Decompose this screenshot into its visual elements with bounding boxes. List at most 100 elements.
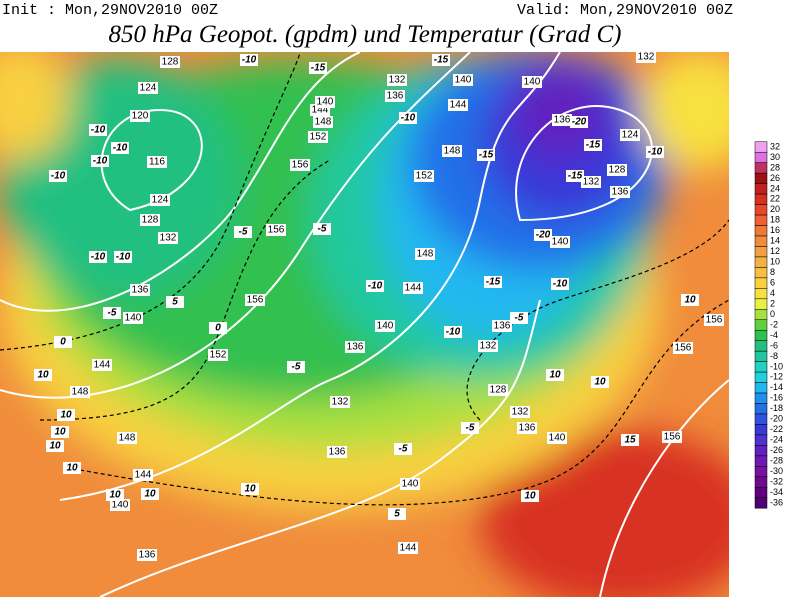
label-box	[510, 312, 528, 324]
geopotential-label: 156	[292, 160, 309, 171]
colorbar-label: 8	[770, 267, 775, 277]
temperature-label: -10	[553, 279, 568, 290]
geopotential-label: 140	[125, 313, 142, 324]
label-box	[400, 478, 420, 490]
label-box	[150, 194, 170, 206]
label-box	[521, 490, 539, 502]
temperature-label: -5	[239, 227, 248, 238]
temperature-label: -15	[586, 140, 601, 151]
colorbar-segment	[754, 497, 768, 509]
colorbar-segment	[754, 183, 768, 195]
label-box	[140, 214, 160, 226]
colorbar-segment	[754, 403, 768, 415]
label-box	[54, 336, 72, 348]
label-box	[133, 469, 153, 481]
label-box	[91, 155, 109, 167]
colorbar-label: -4	[770, 330, 778, 340]
geopotential-label: 120	[132, 111, 149, 122]
colorbar-segment	[754, 256, 768, 268]
temperature-label: -15	[479, 150, 494, 161]
label-box	[92, 359, 112, 371]
colorbar-label: -16	[770, 393, 783, 403]
colorbar-segment	[754, 434, 768, 446]
label-box	[444, 326, 462, 338]
label-box	[636, 51, 656, 63]
label-box	[106, 489, 124, 501]
temperature-label: 10	[524, 491, 536, 502]
label-box	[209, 322, 227, 334]
label-box	[551, 278, 569, 290]
colorbar-segment	[754, 277, 768, 289]
label-box	[414, 170, 434, 182]
colorbar-label: 12	[770, 246, 780, 256]
label-box	[488, 384, 508, 396]
label-box	[130, 110, 150, 122]
geopotential-label: 144	[312, 105, 329, 116]
colorbar-segment	[754, 371, 768, 383]
label-box	[287, 361, 305, 373]
label-box	[646, 146, 664, 158]
geopotential-label: 148	[315, 117, 332, 128]
label-box	[70, 386, 90, 398]
geopotential-label: 152	[210, 350, 227, 361]
geopotential-label: 136	[329, 447, 346, 458]
colorbar-label: 30	[770, 152, 780, 162]
label-box	[550, 236, 570, 248]
temperature-label: 10	[60, 410, 72, 421]
geopotential-label: 136	[347, 342, 364, 353]
colorbar-label: 32	[770, 141, 780, 151]
temperature-label: 10	[684, 295, 696, 306]
init-time: Init : Mon,29NOV2010 00Z	[2, 2, 218, 19]
colorbar-segment	[754, 424, 768, 436]
geopotential-label: 136	[494, 321, 511, 332]
colorbar-label: -34	[770, 487, 783, 497]
label-box	[566, 170, 584, 182]
temperature-label: -20	[536, 230, 551, 241]
geopotential-label: 132	[160, 233, 177, 244]
label-box	[103, 307, 121, 319]
colorbar-segment	[754, 476, 768, 488]
colorbar-segment	[754, 298, 768, 310]
geopotential-label: 136	[139, 550, 156, 561]
colorbar-segment	[754, 172, 768, 184]
label-box	[117, 432, 137, 444]
temperature-label: -10	[368, 281, 383, 292]
label-box	[34, 369, 52, 381]
geopotential-label: 128	[490, 385, 507, 396]
temperature-label: 10	[66, 463, 78, 474]
label-box	[432, 54, 450, 66]
geopotential-label: 132	[638, 52, 655, 63]
geopotential-label: 156	[706, 315, 723, 326]
colorbar-label: -18	[770, 403, 783, 413]
label-box	[330, 396, 350, 408]
geopotential-label: 144	[405, 283, 422, 294]
colorbar-label: 0	[770, 309, 775, 319]
label-box	[403, 282, 423, 294]
temperature-label: -10	[242, 55, 257, 66]
label-box	[147, 156, 167, 168]
label-box	[63, 462, 81, 474]
temperature-label: 10	[37, 370, 49, 381]
geopotential-label: 152	[310, 132, 327, 143]
temperature-label: -10	[648, 147, 663, 158]
colorbar-label: 22	[770, 194, 780, 204]
colorbar-label: 26	[770, 173, 780, 183]
colorbar-label: -14	[770, 382, 783, 392]
colorbar-segment	[754, 204, 768, 216]
temperature-label: -10	[446, 327, 461, 338]
label-box	[394, 443, 412, 455]
label-box	[166, 296, 184, 308]
geopotential-label: 132	[512, 407, 529, 418]
label-box	[620, 129, 640, 141]
colorbar-label: -36	[770, 497, 783, 507]
label-box	[315, 96, 335, 108]
label-box	[327, 446, 347, 458]
colorbar-segment	[754, 340, 768, 352]
label-box	[123, 312, 143, 324]
label-box	[534, 229, 552, 241]
temperature-label: -5	[399, 444, 408, 455]
colorbar-segment	[754, 413, 768, 425]
label-box	[547, 432, 567, 444]
valid-time: Valid: Mon,29NOV2010 00Z	[517, 2, 733, 19]
